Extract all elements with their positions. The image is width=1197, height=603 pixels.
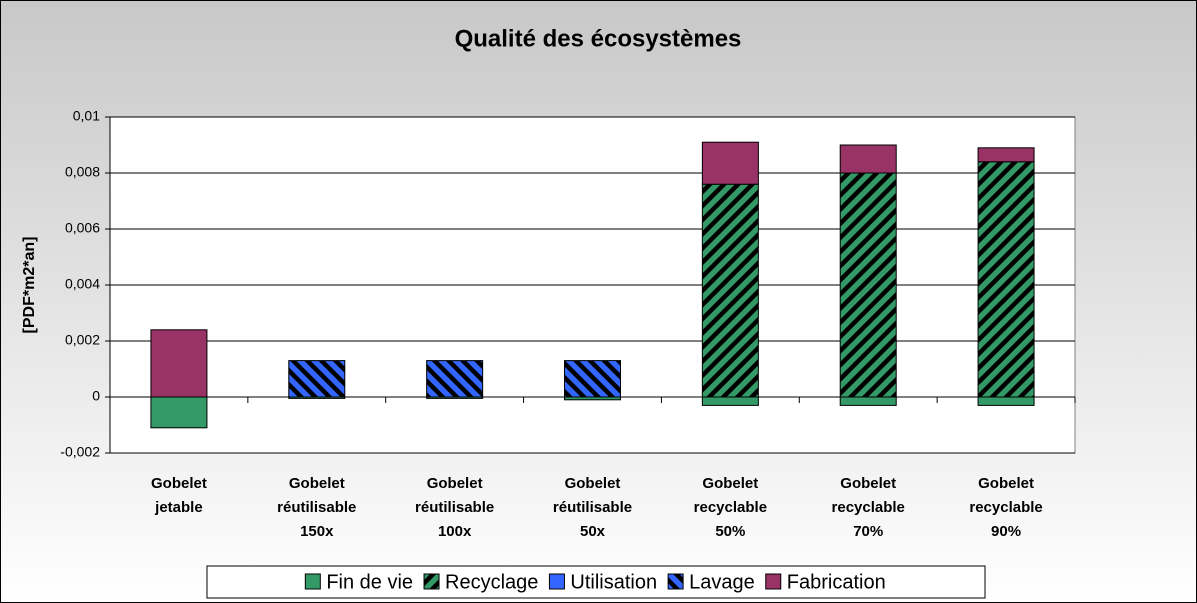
bar-segment: [701, 396, 759, 406]
bar-segment: [977, 396, 1035, 406]
bar-segment: [839, 172, 897, 398]
legend-swatch: [304, 573, 321, 590]
legend-swatch: [765, 573, 782, 590]
bar-segment: [564, 360, 621, 398]
y-axis-label: [PDF*m2*an]: [21, 237, 38, 334]
x-tick-label: 100x: [438, 523, 472, 540]
y-tick-label: 0,004: [65, 276, 100, 292]
x-tick-label: 90%: [991, 523, 1021, 540]
legend-label: Recyclage: [445, 571, 538, 593]
x-tick-label: Gobelet: [427, 475, 483, 492]
x-tick-label: Gobelet: [565, 475, 621, 492]
x-tick-label: Gobelet: [702, 475, 758, 492]
bar-segment: [150, 329, 208, 398]
legend-box: [206, 565, 986, 599]
x-tick-label: Gobelet: [289, 475, 345, 492]
x-tick-label: réutilisable: [415, 499, 494, 516]
x-tick-label: recyclable: [694, 499, 767, 516]
legend-swatch: [548, 573, 565, 590]
legend-swatch: [423, 573, 440, 590]
legend-label: Lavage: [689, 571, 755, 593]
bar-segment: [288, 360, 346, 398]
bar-segment: [426, 360, 484, 398]
bar-segment: [977, 161, 1035, 398]
legend-swatch: [667, 573, 684, 590]
y-tick-label: 0,002: [65, 332, 100, 348]
y-tick-label: 0,006: [65, 220, 100, 236]
bar-segment: [701, 141, 759, 185]
y-tick-label: -0,002: [60, 444, 100, 460]
x-tick-label: recyclable: [832, 499, 905, 516]
bar-segment: [701, 183, 759, 398]
legend-label: Fabrication: [787, 571, 886, 593]
x-tick-label: Gobelet: [151, 475, 207, 492]
bar-segment: [150, 396, 208, 429]
y-tick-label: 0,01: [73, 108, 100, 124]
x-tick-label: 50x: [580, 523, 606, 540]
y-tick-label: 0: [92, 388, 100, 404]
x-tick-label: réutilisable: [277, 499, 356, 516]
x-tick-label: 150x: [300, 523, 334, 540]
legend-label: Fin de vie: [326, 571, 413, 593]
x-tick-label: Gobelet: [978, 475, 1034, 492]
bar-segment: [977, 147, 1035, 163]
bar-segment: [839, 144, 897, 174]
legend-label: Utilisation: [570, 571, 657, 593]
x-tick-label: réutilisable: [553, 499, 632, 516]
x-tick-label: Gobelet: [840, 475, 896, 492]
x-tick-label: jetable: [154, 499, 203, 516]
chart-title: Qualité des écosystèmes: [455, 25, 742, 52]
x-tick-label: recyclable: [969, 499, 1042, 516]
x-tick-label: 70%: [853, 523, 883, 540]
x-tick-label: 50%: [715, 523, 745, 540]
y-tick-label: 0,008: [65, 164, 100, 180]
bar-segment: [839, 396, 897, 406]
